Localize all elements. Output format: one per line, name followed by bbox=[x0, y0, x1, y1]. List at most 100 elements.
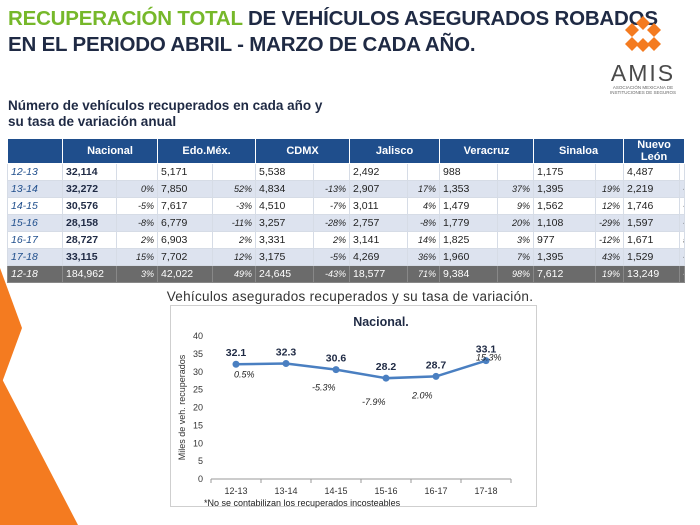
value-cell: 2,907 bbox=[349, 180, 409, 198]
table-title-line-2: su tasa de variación anual bbox=[8, 114, 177, 129]
header-year-cell bbox=[7, 138, 63, 164]
table-title-line-1: Número de vehículos recuperados en cada … bbox=[8, 98, 323, 113]
table-total-row: 12-18 184,962 3% 42,022 49% 24,645 -43% 18,577 7… bbox=[7, 265, 686, 283]
rate-cell: 4% bbox=[407, 197, 441, 215]
chart-frame: Nacional. Miles de veh. recuperados 0 5 10 15… bbox=[170, 305, 537, 507]
rate-cell: -5% bbox=[313, 248, 351, 266]
value-cell: 1,395 bbox=[533, 180, 597, 198]
value-cell: 7,702 bbox=[157, 248, 214, 266]
value-cell: 2,219 bbox=[623, 180, 681, 198]
value-cell: 1,562 bbox=[533, 197, 597, 215]
table-row: 17-18 33,115 15% 7,702 12% 3,175 -5% 4,269 36% 1,… bbox=[7, 248, 686, 266]
rate-cell: -5% bbox=[115, 197, 159, 215]
value-label: 28.7 bbox=[426, 359, 447, 371]
y-tick-label: 25 bbox=[193, 385, 203, 395]
value-cell: 7,617 bbox=[157, 197, 214, 215]
value-label: 33.1 bbox=[476, 344, 497, 356]
rate-label: 0.5% bbox=[234, 370, 255, 380]
value-cell: 5,171 bbox=[157, 163, 214, 181]
rate-label: -7.9% bbox=[362, 397, 386, 407]
table-body: 12-13 32,114 5,171 5,538 2,492 988 1,175 4,487 1… bbox=[7, 163, 686, 283]
value-cell: 6,779 bbox=[157, 214, 214, 232]
value-cell: 30,576 bbox=[62, 197, 117, 215]
y-axis-label: Miles de veh. recuperados bbox=[177, 354, 187, 460]
national-line-chart: Nacional. Miles de veh. recuperados 0 5 10 15… bbox=[177, 315, 512, 496]
value-cell: 18,577 bbox=[349, 265, 409, 283]
value-cell: 1,779 bbox=[439, 214, 499, 232]
y-tick-label: 20 bbox=[193, 403, 203, 413]
x-tick-label: 12-13 bbox=[224, 486, 247, 496]
value-cell: 33,115 bbox=[62, 248, 117, 266]
rate-label: 15.3% bbox=[476, 353, 502, 363]
rate-cell: 2% bbox=[212, 231, 257, 249]
rate-cell: 12% bbox=[595, 197, 625, 215]
orange-triangle-decoration bbox=[0, 268, 22, 388]
value-cell: 1,746 bbox=[623, 197, 681, 215]
rate-cell: -21% bbox=[679, 197, 686, 215]
year-cell: 13-14 bbox=[7, 180, 63, 198]
rate-cell: -7% bbox=[313, 197, 351, 215]
year-cell: 12-13 bbox=[7, 163, 63, 181]
y-tick-label: 40 bbox=[193, 331, 203, 341]
rate-cell: 7% bbox=[497, 248, 535, 266]
y-tick-label: 30 bbox=[193, 367, 203, 377]
rate-cell: -8% bbox=[407, 214, 441, 232]
rate-cell: 17% bbox=[407, 180, 441, 198]
value-cell: 4,510 bbox=[255, 197, 315, 215]
value-cell: 4,269 bbox=[349, 248, 409, 266]
amis-logo-icon bbox=[625, 16, 661, 52]
rate-label: 2.0% bbox=[411, 390, 433, 400]
title-line-2: EN EL PERIODO ABRIL - MARZO DE CADA AÑO. bbox=[8, 33, 476, 56]
value-cell: 3,141 bbox=[349, 231, 409, 249]
value-cell: 4,834 bbox=[255, 180, 315, 198]
rate-cell: 3% bbox=[115, 265, 159, 283]
table-row: 15-16 28,158 -8% 6,779 -11% 3,257 -28% 2,757 -8%… bbox=[7, 214, 686, 232]
value-cell: 24,645 bbox=[255, 265, 315, 283]
header-jalisco: Jalisco bbox=[349, 138, 441, 164]
chart-heading: Vehículos asegurados recuperados y su ta… bbox=[166, 289, 534, 304]
value-cell: 977 bbox=[533, 231, 597, 249]
rate-cell: 43% bbox=[595, 248, 625, 266]
rate-cell bbox=[313, 163, 351, 181]
rate-cell bbox=[115, 163, 159, 181]
data-point bbox=[432, 372, 440, 380]
x-tick-label: 17-18 bbox=[474, 486, 497, 496]
rate-cell: -28% bbox=[313, 214, 351, 232]
rate-cell: 2% bbox=[313, 231, 351, 249]
value-cell: 1,479 bbox=[439, 197, 499, 215]
value-cell: 184,962 bbox=[62, 265, 117, 283]
rate-cell: -12% bbox=[595, 231, 625, 249]
value-label: 32.1 bbox=[226, 347, 247, 359]
value-cell: 6,903 bbox=[157, 231, 214, 249]
amis-logo: AMIS ASOCIACIÓN MEXICANA DE INSTITUCIONE… bbox=[604, 14, 682, 95]
year-cell: 17-18 bbox=[7, 248, 63, 266]
logo-subtitle-2: INSTITUCIONES DE SEGUROS bbox=[609, 90, 676, 95]
y-tick-label: 15 bbox=[193, 420, 203, 430]
year-cell: 12-18 bbox=[7, 265, 63, 283]
rate-cell: -9% bbox=[679, 214, 686, 232]
rate-cell: 37% bbox=[497, 180, 535, 198]
value-label: 28.2 bbox=[376, 361, 397, 373]
year-cell: 15-16 bbox=[7, 214, 63, 232]
rate-cell: 19% bbox=[595, 265, 625, 283]
rate-cell: -11% bbox=[212, 214, 257, 232]
value-cell: 9,384 bbox=[439, 265, 499, 283]
rate-cell: 52% bbox=[212, 180, 257, 198]
table-row: 16-17 28,727 2% 6,903 2% 3,331 2% 3,141 14% 1,825… bbox=[7, 231, 686, 249]
value-cell: 1,395 bbox=[533, 248, 597, 266]
rate-cell: 19% bbox=[595, 180, 625, 198]
value-cell: 3,257 bbox=[255, 214, 315, 232]
rate-cell: 14% bbox=[407, 231, 441, 249]
value-cell: 3,331 bbox=[255, 231, 315, 249]
header-cdmx: CDMX bbox=[255, 138, 351, 164]
data-point bbox=[482, 357, 490, 365]
x-tick-label: 13-14 bbox=[274, 486, 297, 496]
rate-cell: -29% bbox=[595, 214, 625, 232]
header-nacional: Nacional bbox=[61, 138, 159, 164]
rate-cell: 98% bbox=[497, 265, 535, 283]
data-point bbox=[282, 360, 290, 368]
rate-label: -5.3% bbox=[312, 383, 336, 393]
data-point bbox=[382, 374, 390, 382]
table-header-row: Nacional Edo.Méx. CDMX Jalisco Veracruz … bbox=[7, 138, 686, 164]
value-cell: 28,727 bbox=[62, 231, 117, 249]
